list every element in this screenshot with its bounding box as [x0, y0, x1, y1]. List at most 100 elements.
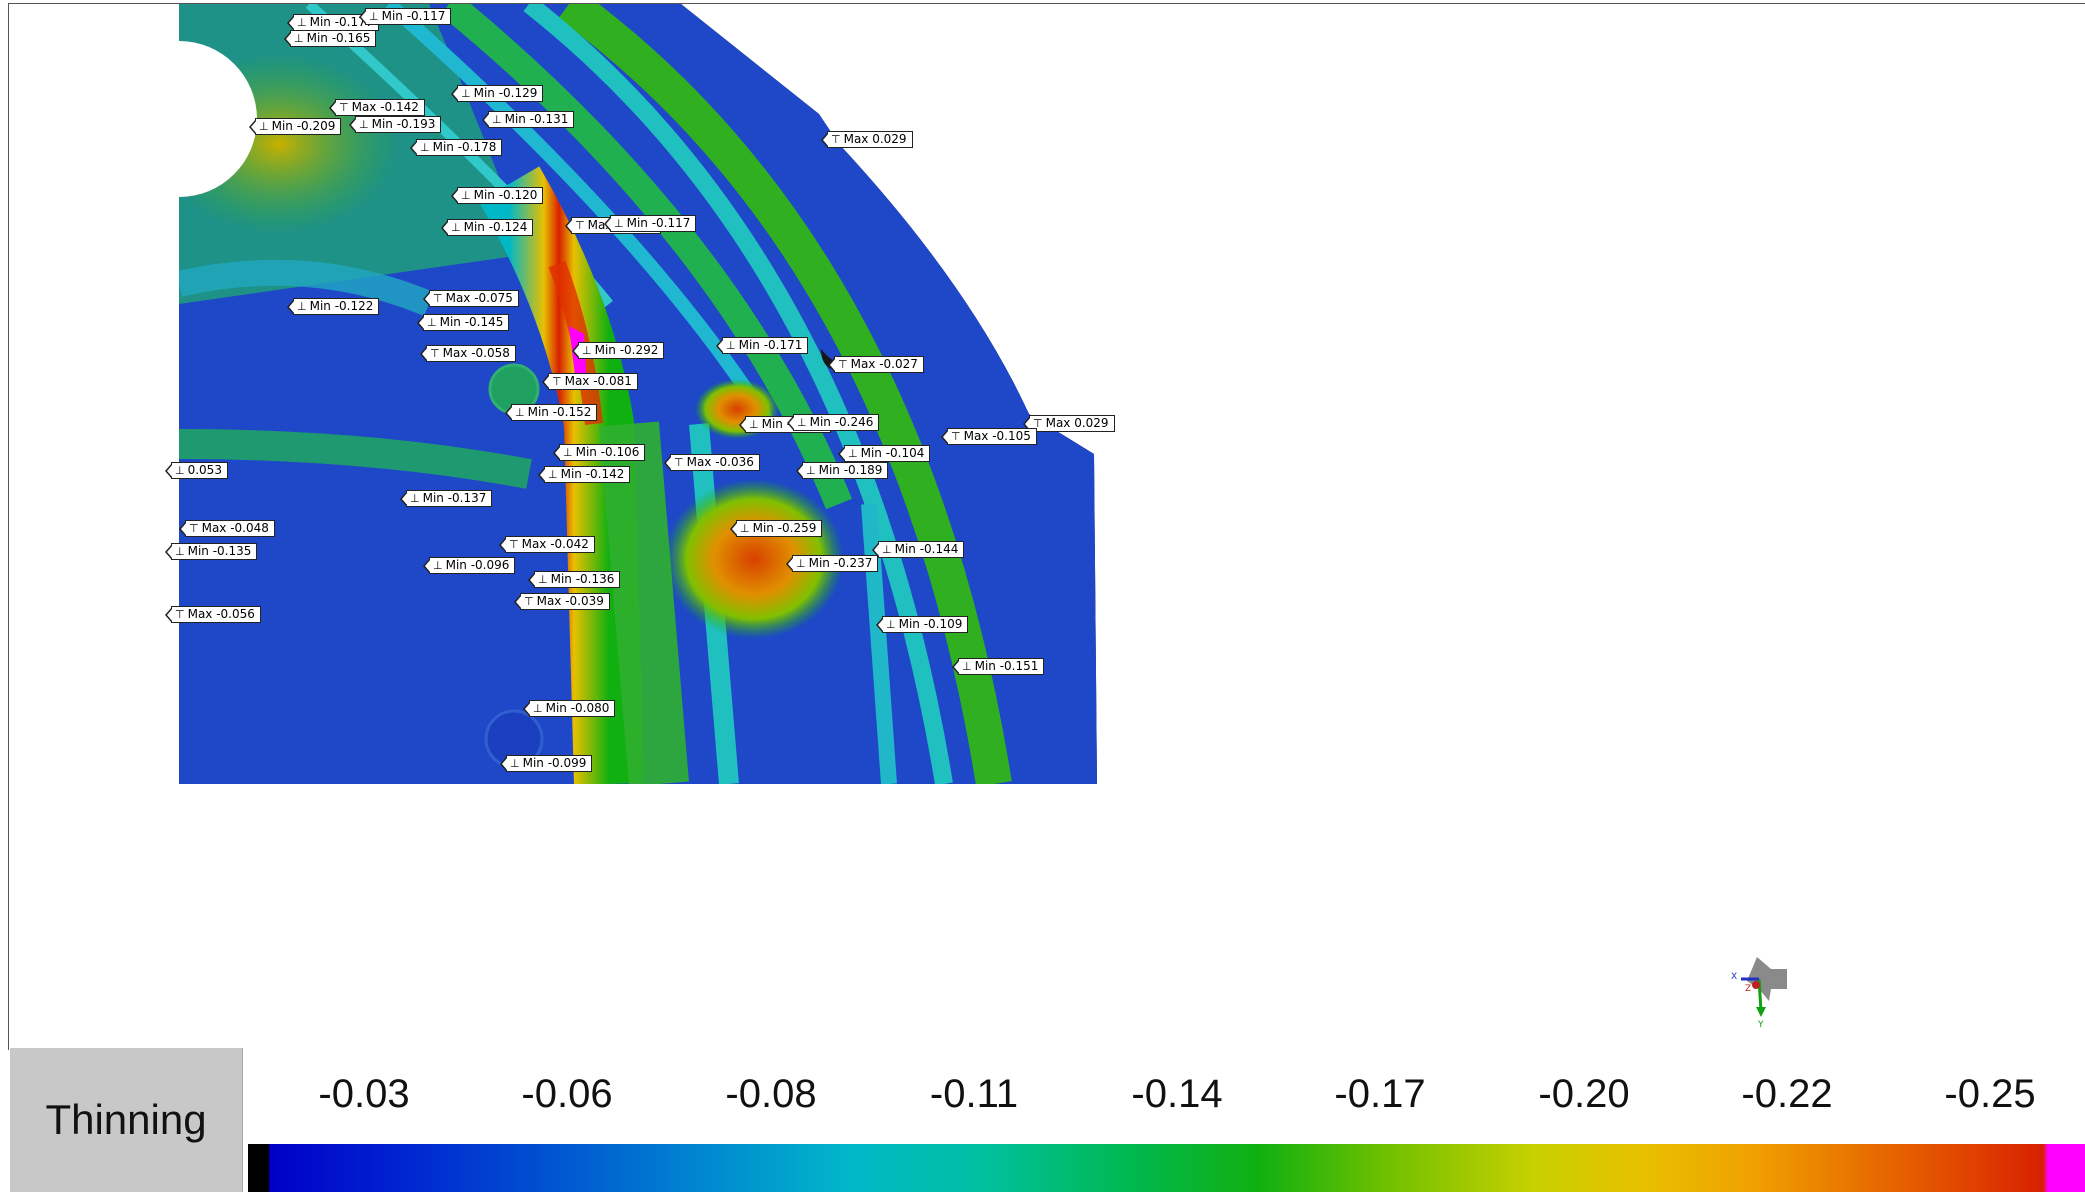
max-marker-icon: ⊤: [509, 538, 519, 551]
min-marker-icon: ⊥: [420, 141, 430, 154]
legend-colorbar: [248, 1144, 2085, 1192]
max-annotation[interactable]: ⊤ Max 0.029: [1023, 415, 1115, 432]
annotation-value: Min -0.189: [818, 463, 883, 477]
min-annotation[interactable]: ⊥ Min -0.165: [283, 30, 377, 47]
max-marker-icon: ⊤: [674, 456, 684, 469]
min-annotation[interactable]: ⊥ Min -0.124: [440, 219, 534, 236]
min-marker-icon: ⊥: [962, 660, 972, 673]
min-marker-icon: ⊥: [533, 702, 543, 715]
min-annotation[interactable]: ⊥ Min -0.117: [603, 215, 697, 232]
annotation-value: 0.053: [187, 463, 222, 477]
max-marker-icon: ⊤: [430, 347, 440, 360]
legend-tick: -0.14: [1131, 1072, 1223, 1116]
min-annotation[interactable]: ⊥ Min -0.246: [786, 414, 880, 431]
annotation-value: Min -0.259: [752, 521, 817, 535]
min-marker-icon: ⊥: [749, 418, 759, 431]
min-annotation[interactable]: ⊥ Min -0.259: [729, 520, 823, 537]
min-annotation[interactable]: ⊥ Min -0.237: [785, 555, 879, 572]
annotation-value: Min -0.096: [445, 558, 510, 572]
min-annotation[interactable]: ⊥ Min -0.136: [527, 571, 621, 588]
legend-tick: -0.06: [521, 1072, 613, 1116]
min-annotation[interactable]: ⊥ Min -0.080: [522, 700, 616, 717]
annotation-value: Min -0.080: [545, 701, 610, 715]
max-annotation[interactable]: ⊤ Max 0.029: [821, 131, 913, 148]
min-annotation[interactable]: ⊥ Min -0.122: [286, 298, 380, 315]
min-marker-icon: ⊥: [563, 446, 573, 459]
min-marker-icon: ⊥: [369, 10, 379, 23]
min-annotation[interactable]: ⊥ Min -0.189: [795, 462, 889, 479]
min-annotation[interactable]: ⊥ Min -0.129: [450, 85, 544, 102]
annotation-value: Min -0.171: [738, 338, 803, 352]
min-marker-icon: ⊥: [538, 573, 548, 586]
annotation-value: Min -0.246: [809, 415, 874, 429]
thinning-contour-model[interactable]: [9, 4, 2085, 1050]
min-marker-icon: ⊥: [797, 416, 807, 429]
annotation-value: Max -0.058: [442, 346, 510, 360]
annotation-value: Min -0.104: [860, 446, 925, 460]
annotation-value: Min -0.144: [894, 542, 959, 556]
annotation-value: Max 0.029: [843, 132, 907, 146]
min-annotation[interactable]: ⊥ Min -0.104: [837, 445, 931, 462]
annotation-value: Min -0.120: [473, 188, 538, 202]
band-outer-green: [558, 4, 1012, 784]
graphics-viewport[interactable]: ⊥ Min -0.177 ⊥ Min -0.117 ⊥ Min -0.165 ⊥ Min -0…: [8, 3, 2085, 1050]
min-marker-icon: ⊥: [806, 464, 816, 477]
legend-tick: -0.17: [1334, 1072, 1426, 1116]
max-annotation[interactable]: ⊤ Max -0.039: [514, 593, 610, 610]
annotation-value: Max -0.048: [201, 521, 269, 535]
max-marker-icon: ⊤: [575, 219, 585, 232]
annotation-value: Min -0.131: [504, 112, 569, 126]
max-annotation[interactable]: ⊤ Max -0.027: [828, 356, 924, 373]
min-annotation[interactable]: ⊥ Min -0.106: [552, 444, 646, 461]
min-annotation[interactable]: ⊥ Min -0.145: [416, 314, 510, 331]
min-annotation[interactable]: ⊥ Min -0.120: [450, 187, 544, 204]
min-marker-icon: ⊥: [461, 87, 471, 100]
max-annotation[interactable]: ⊤ Max -0.056: [165, 606, 261, 623]
min-annotation[interactable]: ⊥ Min -0.144: [871, 541, 965, 558]
triad-z-label: Z: [1745, 984, 1751, 994]
min-annotation[interactable]: ⊥ Min -0.292: [571, 342, 665, 359]
min-marker-icon: ⊥: [492, 113, 502, 126]
max-annotation[interactable]: ⊤ Max -0.075: [423, 290, 519, 307]
annotation-value: Min -0.165: [306, 31, 371, 45]
min-annotation[interactable]: ⊥ Min -0.131: [481, 111, 575, 128]
annotation-value: Max 0.029: [1045, 416, 1109, 430]
min-annotation[interactable]: ⊥ Min -0.109: [875, 616, 969, 633]
min-annotation[interactable]: ⊥ Min -0.099: [499, 755, 593, 772]
annotation-value: Min -0.151: [974, 659, 1039, 673]
triad-x-label: X: [1731, 972, 1737, 982]
max-annotation[interactable]: ⊤ Max -0.142: [329, 99, 425, 116]
min-annotation[interactable]: ⊥ Min -0.178: [409, 139, 503, 156]
max-marker-icon: ⊤: [951, 430, 961, 443]
legend-title-box: Thinning: [10, 1048, 243, 1192]
min-annotation[interactable]: ⊥ Min -0.135: [164, 543, 258, 560]
min-annotation[interactable]: ⊥ Min -0.151: [951, 658, 1045, 675]
color-legend: Thinning -0.03 -0.06 -0.08 -0.11 -0.14 -…: [10, 1048, 2085, 1192]
annotation-value: Min -0.135: [187, 544, 252, 558]
min-marker-icon: ⊥: [548, 468, 558, 481]
min-annotation[interactable]: ⊥ Min -0.142: [537, 466, 631, 483]
min-annotation[interactable]: ⊥ 0.053: [165, 462, 228, 479]
max-marker-icon: ⊤: [1033, 417, 1043, 430]
max-annotation[interactable]: ⊤ Max -0.058: [420, 345, 516, 362]
min-marker-icon: ⊥: [515, 406, 525, 419]
annotation-value: Min -0.124: [463, 220, 528, 234]
min-annotation[interactable]: ⊥ Min -0.152: [504, 404, 598, 421]
min-annotation[interactable]: ⊥ Min -0.171: [715, 337, 809, 354]
annotation-value: Min -0.292: [594, 343, 659, 357]
max-annotation[interactable]: ⊤ Max -0.081: [542, 373, 638, 390]
min-annotation[interactable]: ⊥ Min -0.209: [248, 118, 342, 135]
max-marker-icon: ⊤: [175, 608, 185, 621]
min-annotation[interactable]: ⊥ Min -0.193: [348, 116, 442, 133]
max-annotation[interactable]: ⊤ Max -0.105: [941, 428, 1037, 445]
min-annotation[interactable]: ⊥ Min -0.137: [399, 490, 493, 507]
annotation-value: Min -0.237: [808, 556, 873, 570]
orientation-triad[interactable]: X Z Y: [1729, 949, 1799, 1029]
annotation-value: Max -0.142: [351, 100, 419, 114]
max-annotation[interactable]: ⊤ Max -0.048: [179, 520, 275, 537]
max-annotation[interactable]: ⊤ Max -0.036: [664, 454, 760, 471]
min-annotation[interactable]: ⊥ Min -0.096: [422, 557, 516, 574]
max-annotation[interactable]: ⊤ Max -0.042: [499, 536, 595, 553]
annotation-value: Min -0.178: [432, 140, 497, 154]
min-annotation[interactable]: ⊥ Min -0.117: [358, 8, 452, 25]
